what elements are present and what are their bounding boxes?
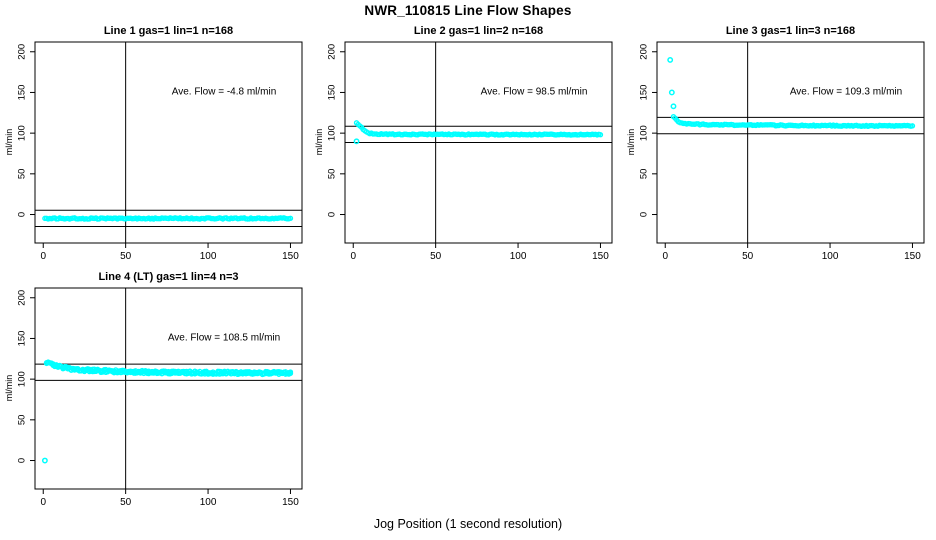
plot-canvas-line-4: 0 50 100 150 200 0 50 100 150	[17, 287, 303, 508]
y-tick-label: 50	[17, 415, 28, 426]
figure-title: NWR_110815 Line Flow Shapes	[364, 3, 572, 18]
data-point	[287, 215, 294, 222]
y-tick-label: 0	[17, 212, 28, 217]
subplot-line-2-title: Line 2 gas=1 lin=2 n=168	[413, 25, 544, 37]
ave-flow-annotation: Ave. Flow = -4.8 ml/min	[171, 86, 277, 98]
data-point	[287, 370, 294, 377]
outlier-point	[353, 138, 360, 145]
ave-flow-annotation: Ave. Flow = 109.3 ml/min	[789, 86, 903, 98]
y-tick-label: 0	[17, 458, 28, 463]
plot-box	[34, 41, 303, 244]
y-tick-label: 50	[17, 169, 28, 180]
x-tick-label: 0	[350, 251, 356, 262]
subplot-line-1-title: Line 1 gas=1 lin=1 n=168	[103, 25, 234, 37]
y-tick-label: 200	[17, 290, 28, 306]
y-tick-label: 150	[327, 85, 338, 101]
plot-box	[344, 41, 613, 244]
x-tick-label: 150	[282, 251, 299, 262]
outlier-point	[668, 89, 675, 96]
x-tick-label: 100	[200, 251, 217, 262]
x-tick-label: 150	[904, 251, 921, 262]
x-tick-label: 100	[200, 497, 217, 508]
x-tick-label: 50	[430, 251, 442, 262]
subplot-line-4-title: Line 4 (LT) gas=1 lin=4 n=3	[98, 271, 239, 283]
y-tick-label: 150	[17, 331, 28, 347]
y-tick-label: 0	[639, 212, 650, 217]
x-axis-label: Jog Position (1 second resolution)	[373, 517, 563, 531]
y-tick-label: 100	[17, 371, 28, 387]
y-tick-label: 100	[639, 125, 650, 141]
y-tick-label: 200	[17, 44, 28, 60]
y-tick-label: 150	[639, 85, 650, 101]
y-tick-label: 50	[327, 169, 338, 180]
y-tick-label: 50	[639, 169, 650, 180]
x-tick-label: 50	[742, 251, 754, 262]
plot-box	[34, 287, 303, 490]
x-tick-label: 50	[120, 497, 132, 508]
outlier-point	[667, 56, 674, 63]
x-tick-label: 50	[120, 251, 132, 262]
x-tick-label: 150	[592, 251, 609, 262]
x-tick-label: 150	[282, 497, 299, 508]
outlier-point	[670, 103, 677, 110]
plot-canvas-line-1: 0 50 100 150 200 0 50 100 150	[17, 41, 303, 262]
y-tick-label: 200	[327, 44, 338, 60]
ave-flow-annotation: Ave. Flow = 98.5 ml/min	[480, 86, 588, 98]
outlier-point	[41, 457, 48, 464]
x-tick-label: 100	[510, 251, 527, 262]
subplot-line-2: Line 2 gas=1 lin=2 n=168 ml/min Ave. Flo…	[310, 20, 624, 270]
subplot-line-3: Line 3 gas=1 lin=3 n=168 ml/min Ave. Flo…	[622, 20, 936, 270]
y-tick-label: 200	[639, 44, 650, 60]
subplot-line-4: Line 4 (LT) gas=1 lin=4 n=3 ml/min Ave. …	[0, 266, 314, 516]
subplot-line-1: Line 1 gas=1 lin=1 n=168 ml/min Ave. Flo…	[0, 20, 314, 270]
subplot-line-3-title: Line 3 gas=1 lin=3 n=168	[725, 25, 856, 37]
plot-canvas-line-2: 0 50 100 150 200 0 50 100 150	[327, 41, 613, 262]
plot-box	[656, 41, 925, 244]
x-tick-label: 100	[822, 251, 839, 262]
ave-flow-annotation: Ave. Flow = 108.5 ml/min	[167, 332, 281, 344]
plot-canvas-line-3: 0 50 100 150 200 0 50 100 150	[639, 41, 925, 262]
x-tick-label: 0	[40, 251, 46, 262]
y-tick-label: 100	[17, 125, 28, 141]
y-tick-label: 100	[327, 125, 338, 141]
data-point	[597, 132, 604, 138]
x-tick-label: 0	[662, 251, 668, 262]
x-tick-label: 0	[40, 497, 46, 508]
y-tick-label: 150	[17, 85, 28, 101]
data-point	[909, 123, 916, 129]
y-tick-label: 0	[327, 212, 338, 217]
